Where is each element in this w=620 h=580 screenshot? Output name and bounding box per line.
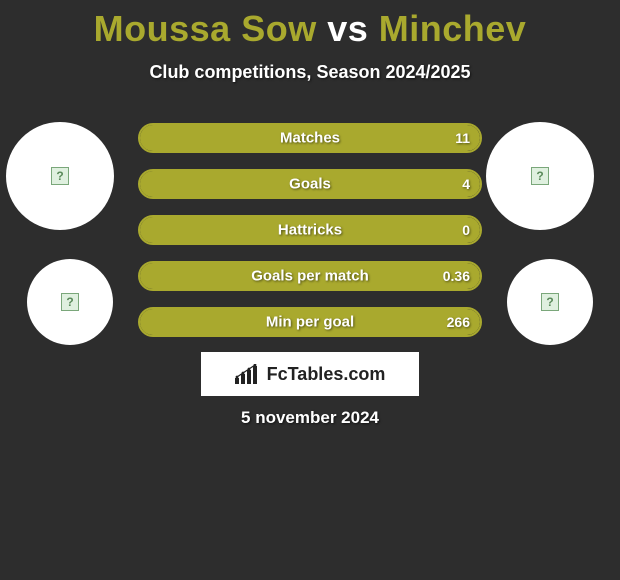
avatar-left_bot — [27, 259, 113, 345]
stat-label: Hattricks — [278, 222, 342, 239]
stat-label: Goals per match — [251, 268, 369, 285]
stat-value-right: 4 — [462, 176, 470, 192]
image-placeholder-icon — [51, 167, 69, 185]
image-placeholder-icon — [541, 293, 559, 311]
stat-row: Matches 11 — [138, 123, 482, 153]
stat-row: Goals 4 — [138, 169, 482, 199]
stat-row: Min per goal 266 — [138, 307, 482, 337]
vs-separator: vs — [327, 8, 368, 49]
stat-label: Min per goal — [266, 314, 354, 331]
subtitle: Club competitions, Season 2024/2025 — [0, 62, 620, 83]
stat-value-right: 0 — [462, 222, 470, 238]
stat-label: Goals — [289, 176, 331, 193]
avatar-right_bot — [507, 259, 593, 345]
stat-row: Hattricks 0 — [138, 215, 482, 245]
brand-badge: FcTables.com — [201, 352, 419, 396]
image-placeholder-icon — [531, 167, 549, 185]
avatar-left_top — [6, 122, 114, 230]
stat-row: Goals per match 0.36 — [138, 261, 482, 291]
image-placeholder-icon — [61, 293, 79, 311]
stat-value-right: 11 — [455, 130, 470, 146]
player2-name: Minchev — [379, 8, 527, 49]
player1-name: Moussa Sow — [94, 8, 317, 49]
stat-label: Matches — [280, 130, 340, 147]
stat-value-right: 266 — [447, 314, 470, 330]
stat-value-right: 0.36 — [443, 268, 470, 284]
date-line: 5 november 2024 — [0, 408, 620, 428]
brand-text: FcTables.com — [267, 364, 386, 385]
avatar-right_top — [486, 122, 594, 230]
bars-icon — [235, 364, 261, 384]
comparison-title: Moussa Sow vs Minchev — [0, 0, 620, 50]
stats-bars: Matches 11 Goals 4 Hattricks 0 Goals per match… — [138, 123, 482, 353]
